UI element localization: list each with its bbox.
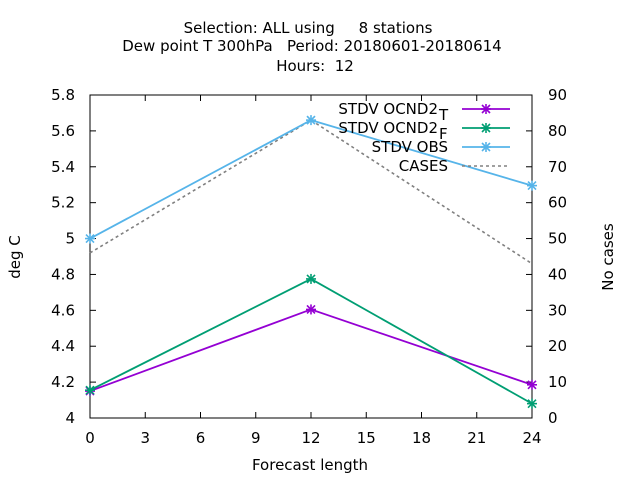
x-axis-label: Forecast length <box>252 456 368 474</box>
x-tick-label: 24 <box>522 429 541 447</box>
series-line-cases <box>89 119 533 265</box>
series-line-stdv-ocnd2-f <box>89 277 533 405</box>
y2-tick-label: 60 <box>548 194 567 212</box>
y-axis-right: 0 10 20 30 40 50 60 70 80 90 <box>526 86 567 427</box>
legend-label: CASES <box>399 157 448 175</box>
x-tick-label: 9 <box>251 429 261 447</box>
legend-entry: STDV OCND2 T <box>338 100 510 124</box>
y2-tick-label: 10 <box>548 373 567 391</box>
chart-title: Selection: ALL using 8 stations Dew poin… <box>122 19 501 75</box>
legend-label: STDV OCND2 <box>338 119 438 137</box>
y-tick-label: 4.8 <box>51 265 75 283</box>
legend-label-subscript: T <box>438 106 449 124</box>
legend-entry: STDV OCND2 F <box>338 119 510 143</box>
legend-marker <box>481 123 491 133</box>
data-point <box>527 180 537 191</box>
y-tick-label: 5 <box>65 230 75 248</box>
y2-tick-label: 80 <box>548 122 567 140</box>
y-tick-label: 5.2 <box>51 194 75 212</box>
x-tick-label: 12 <box>301 429 320 447</box>
x-tick-label: 15 <box>357 429 376 447</box>
y-axis-left: 4 4.2 4.4 4.6 4.8 5 5.2 5.4 5.6 5.8 <box>51 86 96 427</box>
legend-label: STDV OBS <box>372 138 448 156</box>
series-line-stdv-obs <box>89 119 533 240</box>
y2-tick-label: 90 <box>548 86 567 104</box>
plot-frame <box>89 94 533 419</box>
legend-marker <box>481 142 491 152</box>
y-axis-label: deg C <box>6 235 24 279</box>
y-tick-label: 5.8 <box>51 86 75 104</box>
legend-entry: CASES <box>399 157 510 175</box>
data-point <box>527 379 537 390</box>
x-tick-label: 21 <box>467 429 486 447</box>
data-point <box>306 273 316 284</box>
data-point <box>85 233 95 244</box>
x-tick-label: 0 <box>85 429 95 447</box>
y-tick-label: 5.4 <box>51 158 75 176</box>
data-point <box>85 385 95 396</box>
y2-tick-label: 50 <box>548 230 567 248</box>
y-tick-label: 4.4 <box>51 337 75 355</box>
title-line-1: Selection: ALL using 8 stations <box>184 19 433 37</box>
legend-label-subscript: F <box>439 125 448 143</box>
legend-marker <box>481 104 491 114</box>
series-line-stdv-ocnd2-t <box>89 308 533 392</box>
data-point <box>527 398 537 409</box>
y2-tick-label: 30 <box>548 301 567 319</box>
series-layer <box>85 115 537 409</box>
y2-tick-label: 20 <box>548 337 567 355</box>
y2-tick-label: 70 <box>548 158 567 176</box>
y-tick-label: 5.6 <box>51 122 75 140</box>
x-tick-label: 18 <box>412 429 431 447</box>
legend-entry: STDV OBS <box>372 138 510 156</box>
y-tick-label: 4.6 <box>51 301 75 319</box>
y2-tick-label: 40 <box>548 265 567 283</box>
title-line-2: Dew point T 300hPa Period: 20180601-2018… <box>122 37 501 55</box>
y2-tick-label: 0 <box>548 409 558 427</box>
x-tick-label: 3 <box>140 429 150 447</box>
y-tick-label: 4.2 <box>51 373 75 391</box>
x-tick-label: 6 <box>196 429 206 447</box>
title-line-3: Hours: 12 <box>276 57 354 75</box>
data-point <box>306 115 316 126</box>
legend-label: STDV OCND2 <box>338 100 438 118</box>
y-tick-label: 4 <box>65 409 75 427</box>
y2-axis-label: No cases <box>599 223 617 291</box>
x-axis: 0 3 6 9 12 15 18 21 24 <box>85 95 542 447</box>
data-point <box>306 304 316 315</box>
